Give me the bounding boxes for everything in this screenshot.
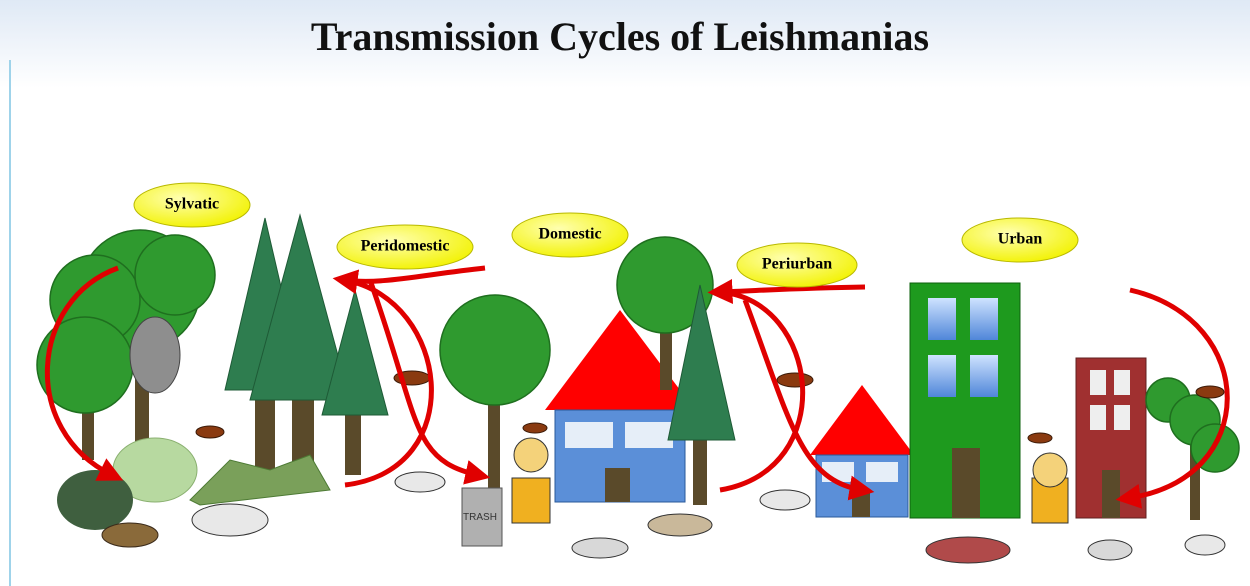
- cycle-label: Peridomestic: [361, 238, 450, 255]
- diagram: Transmission Cycles of Leishmanias TRAS: [0, 0, 1250, 586]
- cycle-label: Sylvatic: [165, 196, 219, 213]
- cycle-label: Domestic: [538, 226, 601, 243]
- cycle-label: Periurban: [762, 256, 832, 273]
- title: Transmission Cycles of Leishmanias: [311, 14, 929, 59]
- cycle-label: Urban: [998, 231, 1043, 248]
- trash-label: TRASH: [463, 512, 497, 523]
